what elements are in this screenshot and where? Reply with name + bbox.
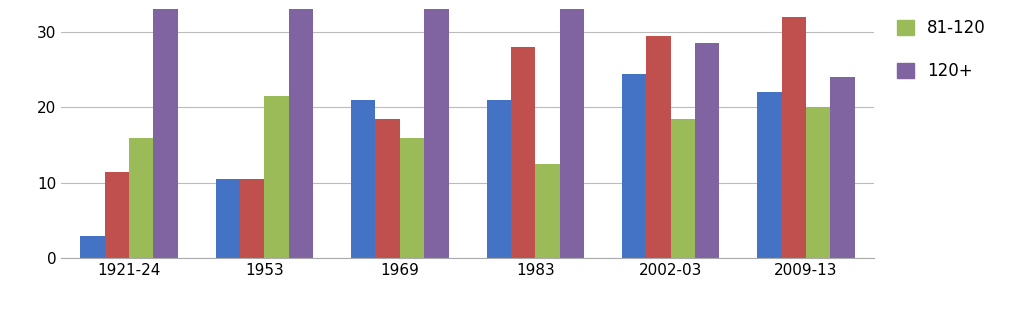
Bar	[424, 9, 449, 258]
Bar	[289, 9, 313, 258]
Bar	[806, 107, 831, 258]
Bar	[352, 100, 375, 258]
Bar	[375, 119, 400, 258]
Bar	[216, 179, 240, 258]
Bar	[104, 172, 129, 258]
Bar	[622, 73, 646, 258]
Bar	[486, 100, 511, 258]
Bar	[536, 164, 560, 258]
Legend: 81-120, 120+: 81-120, 120+	[890, 13, 992, 87]
Bar	[560, 9, 584, 258]
Bar	[81, 236, 104, 258]
Bar	[831, 77, 854, 258]
Bar	[695, 43, 719, 258]
Bar	[646, 36, 670, 258]
Bar	[240, 179, 265, 258]
Bar	[153, 9, 178, 258]
Bar	[265, 96, 289, 258]
Bar	[400, 138, 424, 258]
Bar	[670, 119, 695, 258]
Bar	[511, 47, 536, 258]
Bar	[782, 17, 806, 258]
Bar	[757, 92, 782, 258]
Bar	[129, 138, 153, 258]
